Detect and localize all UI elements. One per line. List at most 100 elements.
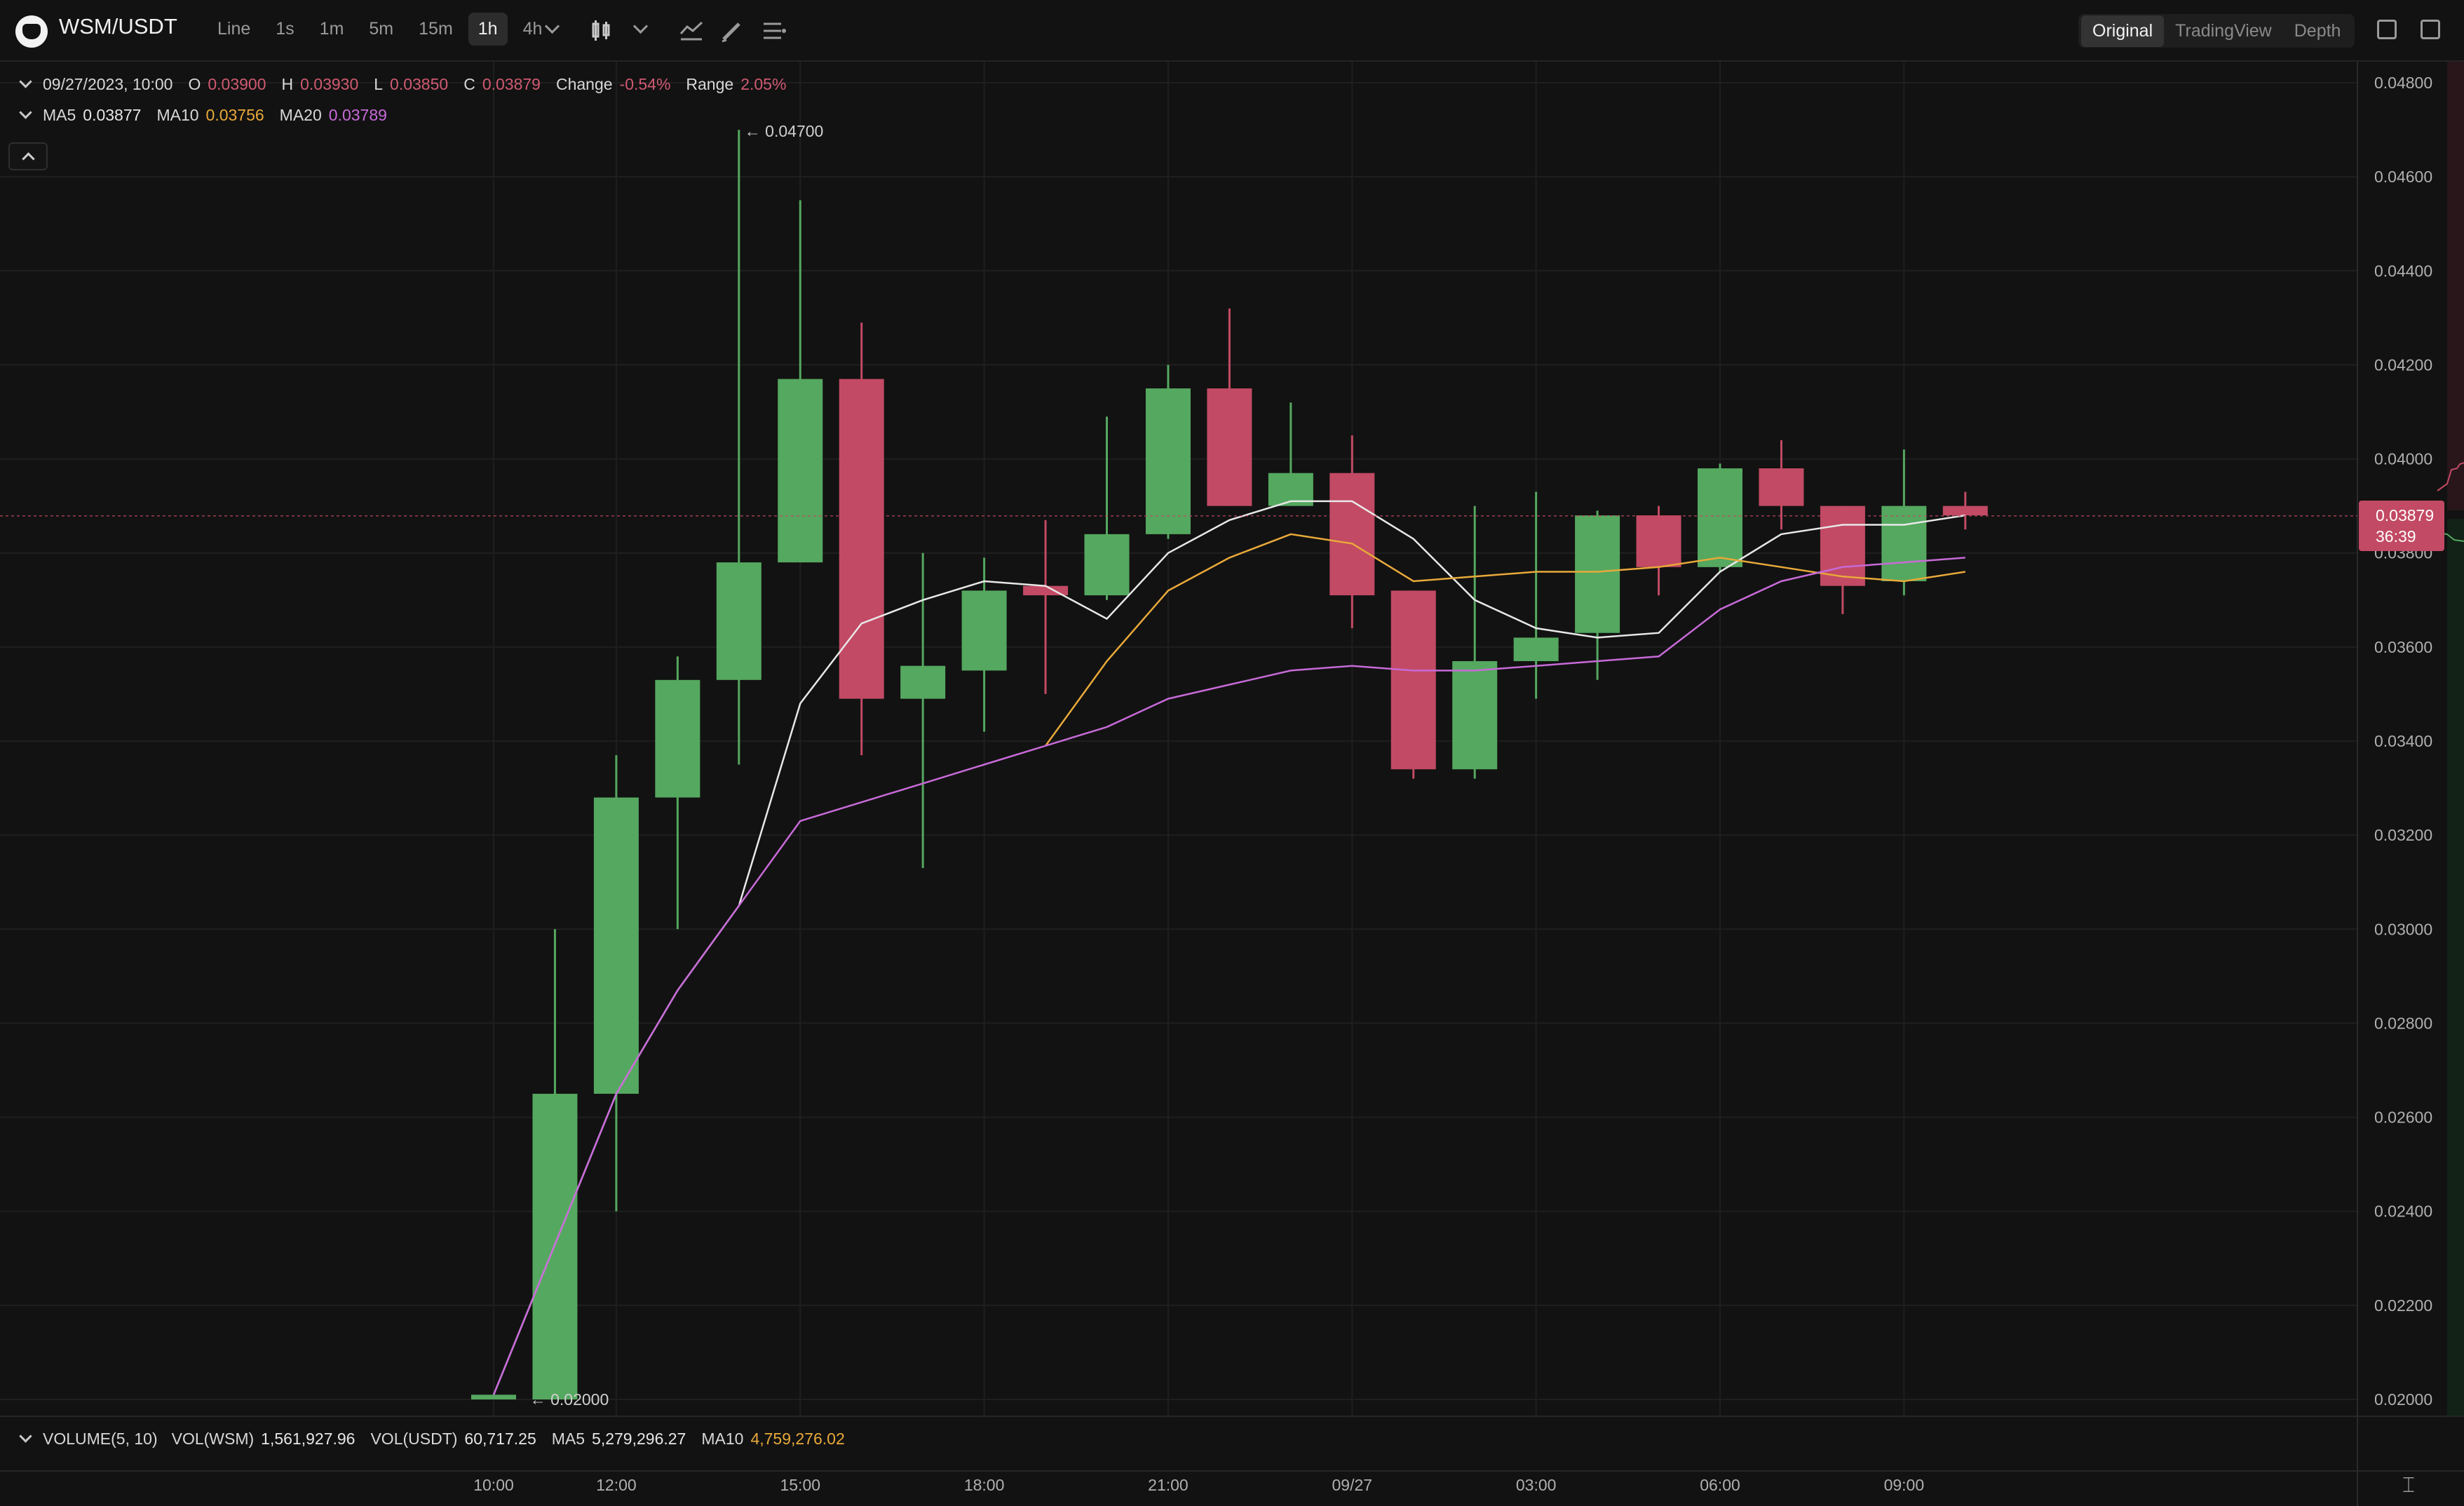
- y-tick-label: 0.04400: [2374, 262, 2432, 280]
- settings-list-icon[interactable]: [760, 17, 788, 45]
- tab-depth[interactable]: Depth: [2294, 20, 2341, 41]
- ma5-value: 0.03877: [83, 106, 142, 124]
- candle-body: [1084, 534, 1130, 596]
- high-value: 0.03930: [300, 75, 359, 93]
- interval-1h[interactable]: 1h: [468, 13, 508, 46]
- y-tick-label: 0.04000: [2374, 450, 2432, 468]
- vol-ma10-value: 4,759,276.02: [750, 1430, 845, 1448]
- interval-5m[interactable]: 5m: [369, 19, 394, 39]
- ohlc-collapse-chevron-icon[interactable]: [19, 75, 32, 88]
- candle-body: [1023, 585, 1069, 596]
- interval-1m[interactable]: 1m: [319, 19, 344, 39]
- chevron-up-icon: [21, 151, 35, 165]
- top-toolbar: WSM/USDT Line 1s 1m 5m 15m 1h 4h Origina…: [0, 0, 2464, 62]
- interval-4h[interactable]: 4h: [522, 19, 543, 39]
- candle-body: [961, 590, 1007, 671]
- logo-icon: [15, 15, 48, 48]
- x-tick-label: 09/27: [1332, 1476, 1373, 1494]
- ohlc-datetime: 09/27/2023, 10:00: [43, 75, 173, 93]
- candle-body: [1575, 515, 1620, 633]
- x-tick-label: 18:00: [964, 1476, 1005, 1494]
- current-price-value: 0.03879: [2376, 506, 2435, 524]
- x-tick-label: 03:00: [1516, 1476, 1557, 1494]
- interval-line[interactable]: Line: [217, 19, 251, 39]
- low-annotation: ← 0.02000: [530, 1390, 609, 1409]
- vol-wsm-label: VOL(WSM): [171, 1430, 255, 1448]
- x-tick-label: 06:00: [1700, 1476, 1740, 1494]
- vol-usdt-value: 60,717.25: [464, 1430, 536, 1448]
- layout-window-icon[interactable]: [2377, 20, 2397, 39]
- x-tick-label: 10:00: [473, 1476, 514, 1494]
- vol-usdt-label: VOL(USDT): [370, 1430, 458, 1448]
- fullscreen-icon[interactable]: [2421, 20, 2440, 39]
- candle-body: [716, 562, 761, 680]
- volume-collapse-chevron-icon[interactable]: [19, 1430, 32, 1443]
- ma20-label: MA20: [279, 106, 322, 124]
- low-value: 0.03850: [390, 75, 449, 93]
- interval-15m[interactable]: 15m: [419, 19, 453, 39]
- candle-body: [1513, 637, 1559, 661]
- candle-body: [593, 797, 639, 1094]
- y-tick-label: 0.02600: [2374, 1108, 2432, 1127]
- y-tick-label: 0.02200: [2374, 1296, 2432, 1315]
- candle-body: [839, 379, 884, 699]
- depth-bids-strip: [2447, 519, 2464, 1416]
- close-label: C: [463, 75, 475, 93]
- x-tick-label: 12:00: [596, 1476, 637, 1494]
- y-tick-label: 0.04800: [2374, 74, 2432, 92]
- indicators-icon[interactable]: [677, 17, 705, 45]
- candle-body: [1329, 473, 1375, 596]
- candle-body: [1390, 590, 1436, 770]
- y-tick-label: 0.02800: [2374, 1014, 2432, 1032]
- y-tick-label: 0.02400: [2374, 1202, 2432, 1221]
- depth-asks-strip: [2447, 62, 2464, 510]
- candle-body: [1759, 468, 1804, 506]
- candle-body: [471, 1395, 516, 1399]
- depth-asks-line: [2437, 462, 2464, 491]
- collapse-legend-button[interactable]: [8, 142, 48, 170]
- vol-ma5-value: 5,279,296.27: [592, 1430, 686, 1448]
- cursor-ibeam-icon[interactable]: ⌶: [2402, 1474, 2415, 1497]
- interval-1s[interactable]: 1s: [276, 19, 295, 39]
- volume-legend: VOLUME(5, 10) VOL(WSM) 1,561,927.96 VOL(U…: [15, 1430, 860, 1449]
- close-value: 0.03879: [482, 75, 541, 93]
- ma10-line: [1045, 533, 1965, 747]
- candle-body: [1636, 515, 1681, 567]
- draw-pencil-icon[interactable]: [718, 17, 746, 45]
- candle-body: [1698, 468, 1742, 567]
- candle-countdown: 36:39: [2376, 527, 2416, 545]
- ma10-label: MA10: [156, 106, 199, 124]
- high-label: H: [281, 75, 294, 93]
- tab-original[interactable]: Original: [2081, 15, 2165, 47]
- range-label: Range: [686, 75, 734, 93]
- ma-collapse-chevron-icon[interactable]: [19, 106, 32, 119]
- ma20-line: [492, 557, 1965, 1395]
- y-tick-label: 0.02000: [2374, 1390, 2432, 1409]
- x-tick-label: 21:00: [1148, 1476, 1189, 1494]
- candle-body: [1942, 506, 1988, 516]
- ma10-value: 0.03756: [205, 106, 264, 124]
- candle-body: [655, 679, 700, 798]
- y-tick-label: 0.04600: [2374, 168, 2432, 186]
- pair-title[interactable]: WSM/USDT: [59, 14, 177, 39]
- ma5-label: MA5: [43, 106, 76, 124]
- open-value: 0.03900: [208, 75, 266, 93]
- change-label: Change: [555, 75, 613, 93]
- vol-wsm-value: 1,561,927.96: [261, 1430, 356, 1448]
- y-tick-label: 0.03200: [2374, 826, 2432, 844]
- view-switcher: Original TradingView Depth: [2078, 14, 2355, 48]
- y-tick-label: 0.03400: [2374, 732, 2432, 750]
- ohlc-legend: 09/27/2023, 10:00 O 0.03900 H 0.03930 L 0.0…: [15, 75, 801, 94]
- high-annotation: ← 0.04700: [745, 122, 824, 140]
- vol-ma5-label: MA5: [551, 1430, 585, 1448]
- candle-type-icon[interactable]: [588, 17, 616, 45]
- vol-ma10-label: MA10: [701, 1430, 744, 1448]
- candle-body: [1452, 660, 1498, 770]
- ma20-value: 0.03789: [328, 106, 387, 124]
- candle-body: [1881, 506, 1927, 581]
- low-label: L: [374, 75, 384, 93]
- tab-tradingview[interactable]: TradingView: [2175, 20, 2272, 41]
- interval-selector: Line 1s 1m 5m 15m 1h 4h: [208, 13, 552, 46]
- candle-body: [1207, 388, 1252, 506]
